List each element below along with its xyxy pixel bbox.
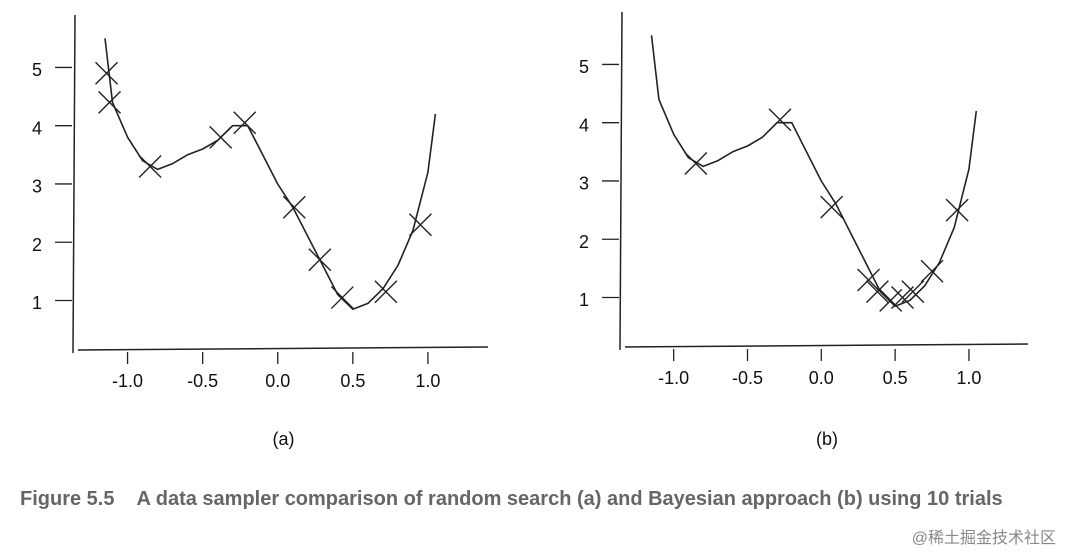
x-tick-label: -0.5 xyxy=(187,371,218,391)
sample-marker xyxy=(95,61,119,85)
sample-marker xyxy=(138,154,162,178)
curve xyxy=(650,35,978,307)
y-tick-label: 3 xyxy=(32,177,42,197)
x-tick-label: 0.0 xyxy=(265,371,290,391)
y-tick-label: 4 xyxy=(579,115,589,135)
subplot-caption: (b) xyxy=(816,429,838,449)
subplot-caption: (a) xyxy=(273,429,295,449)
x-tick-label: 1.0 xyxy=(415,371,440,391)
sample-marker xyxy=(408,213,432,237)
x-axis xyxy=(624,343,1029,348)
x-tick-label: -0.5 xyxy=(732,368,763,388)
y-axis xyxy=(619,11,623,351)
sample-marker xyxy=(282,195,306,219)
caption-text: A data sampler comparison of random sear… xyxy=(136,488,1003,510)
y-tick-label: 2 xyxy=(579,232,589,252)
sample-marker xyxy=(901,280,925,304)
sample-marker xyxy=(768,108,792,132)
caption-label: Figure 5.5 xyxy=(20,488,115,510)
y-tick-label: 5 xyxy=(579,57,589,77)
figure: 1 2 3 4 5 -1.0 -0.5 0.0 0.5 1.0 (a) 1 2 3 4 5 -1.0 -0.5 0.… xyxy=(32,11,1029,449)
sample-marker xyxy=(684,151,708,175)
sample-marker xyxy=(865,280,889,304)
x-tick-label: 1.0 xyxy=(956,368,981,388)
sample-marker xyxy=(233,111,257,135)
y-tick-label: 2 xyxy=(32,235,42,255)
curve xyxy=(104,38,437,310)
y-tick-label: 4 xyxy=(32,118,42,138)
sample-marker xyxy=(945,198,969,222)
sample-marker xyxy=(374,280,398,304)
y-tick-label: 1 xyxy=(32,293,42,313)
watermark: @稀土掘金技术社区 xyxy=(911,530,1056,547)
sample-marker xyxy=(330,286,354,310)
sample-marker xyxy=(308,248,332,272)
x-tick-label: 0.5 xyxy=(340,371,365,391)
x-tick-label: 0.0 xyxy=(809,368,834,388)
sample-marker xyxy=(920,259,944,283)
sample-marker xyxy=(820,195,844,219)
sample-marker xyxy=(891,285,915,309)
x-tick-label: -1.0 xyxy=(658,368,689,388)
sample-marker xyxy=(857,268,881,292)
y-tick-label: 3 xyxy=(579,174,589,194)
y-tick-label: 1 xyxy=(579,290,589,310)
x-tick-label: 0.5 xyxy=(883,368,908,388)
x-tick-label: -1.0 xyxy=(112,371,143,391)
sample-marker xyxy=(209,125,233,149)
y-tick-label: 5 xyxy=(32,60,42,80)
sample-marker xyxy=(98,90,122,114)
x-axis xyxy=(77,346,489,351)
figure-caption: Figure 5.5 A data sampler comparison of r… xyxy=(20,484,1040,514)
y-axis xyxy=(72,14,76,354)
